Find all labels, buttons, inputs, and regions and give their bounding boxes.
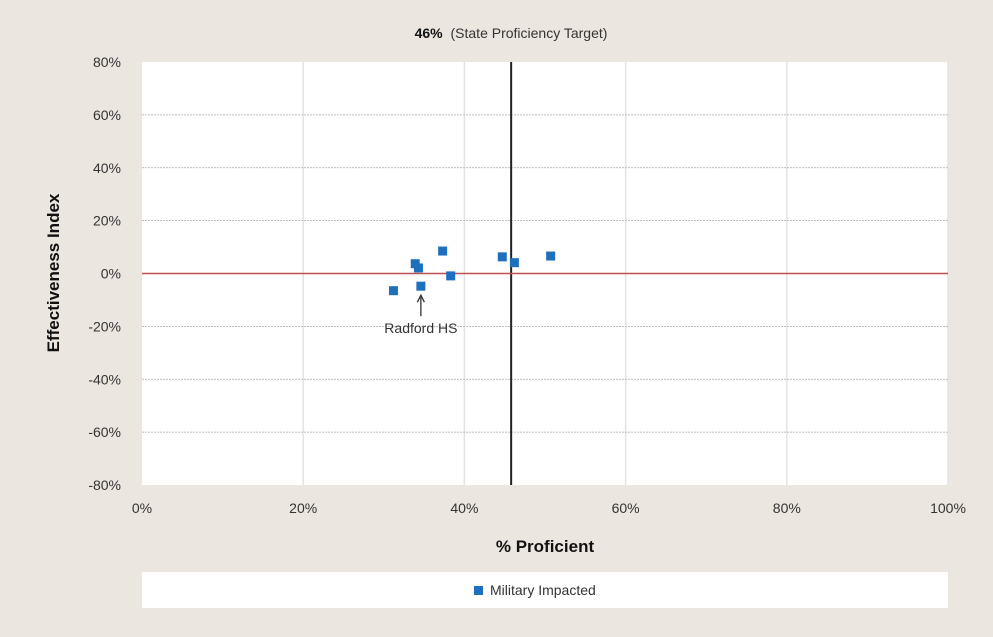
data-point: [416, 281, 426, 291]
target-value: 46%: [415, 25, 444, 41]
x-tick-label: 20%: [289, 500, 317, 516]
data-point: [438, 246, 448, 256]
y-tick-label: -20%: [88, 318, 121, 334]
target-description: (State Proficiency Target): [451, 25, 608, 41]
y-tick-label: -60%: [88, 424, 121, 440]
data-point: [546, 251, 556, 261]
x-tick-label: 0%: [132, 500, 152, 516]
y-tick-label: 60%: [93, 107, 121, 123]
annotation-arrowhead: [416, 293, 425, 303]
data-points: [388, 246, 556, 296]
y-tick-label: -80%: [88, 477, 121, 493]
data-point: [497, 252, 507, 262]
y-tick-label: 20%: [93, 213, 121, 229]
annotation-label: Radford HS: [384, 320, 457, 336]
x-axis-title: % Proficient: [496, 537, 595, 556]
y-tick-label: 40%: [93, 160, 121, 176]
y-tick-label: 80%: [93, 54, 121, 70]
x-tick-label: 80%: [773, 500, 801, 516]
legend-marker: [474, 586, 483, 595]
annotations: Radford HS: [384, 293, 457, 336]
x-tick-label: 40%: [450, 500, 478, 516]
target-label: 46% (State Proficiency Target): [415, 25, 608, 41]
data-point: [446, 271, 456, 281]
legend-box: [142, 572, 948, 608]
y-axis-title: Effectiveness Index: [44, 193, 63, 352]
y-tick-label: -40%: [88, 371, 121, 387]
reference-lines: [142, 62, 948, 485]
x-tick-labels: 0% 20% 40% 60% 80% 100%: [132, 500, 966, 516]
y-tick-labels: 80% 60% 40% 20% 0% -20% -40% -60% -80%: [88, 54, 121, 493]
legend: Military Impacted: [142, 572, 948, 608]
legend-label: Military Impacted: [490, 582, 596, 598]
x-tick-label: 60%: [612, 500, 640, 516]
y-tick-label: 0%: [101, 266, 121, 282]
data-point: [509, 258, 519, 268]
data-point: [388, 286, 398, 296]
x-tick-label: 100%: [930, 500, 966, 516]
data-point: [413, 263, 423, 273]
